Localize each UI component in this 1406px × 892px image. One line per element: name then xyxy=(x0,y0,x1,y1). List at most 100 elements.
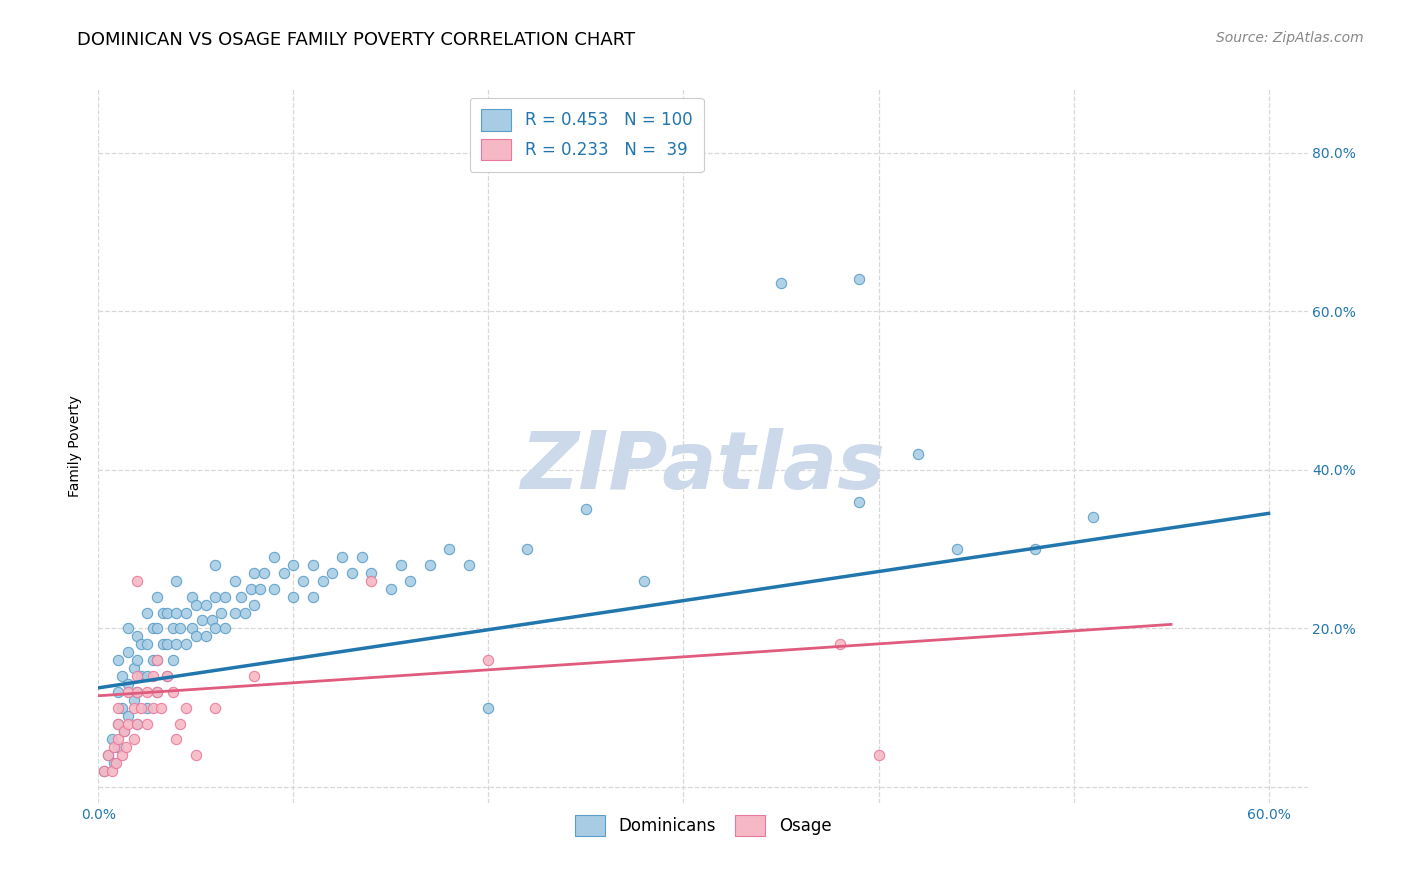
Point xyxy=(312,574,335,588)
Point xyxy=(107,740,129,755)
Point xyxy=(204,558,226,572)
Point xyxy=(330,549,353,564)
Point xyxy=(263,549,285,564)
Point xyxy=(127,685,149,699)
Point xyxy=(107,716,129,731)
Point xyxy=(945,542,967,557)
Point xyxy=(97,748,120,763)
Point xyxy=(117,708,139,723)
Point xyxy=(389,558,412,572)
Point xyxy=(136,685,159,699)
Point xyxy=(146,653,169,667)
Point xyxy=(399,574,422,588)
Point xyxy=(107,716,129,731)
Point xyxy=(191,614,214,628)
Point xyxy=(156,637,179,651)
Point xyxy=(103,740,125,755)
Point xyxy=(156,669,179,683)
Point xyxy=(146,621,169,635)
Point xyxy=(162,621,184,635)
Point xyxy=(122,692,145,706)
Point xyxy=(107,685,129,699)
Point xyxy=(575,502,598,516)
Point xyxy=(769,277,792,291)
Point xyxy=(117,677,139,691)
Point xyxy=(131,669,153,683)
Point xyxy=(229,590,252,604)
Point xyxy=(243,598,266,612)
Point xyxy=(114,740,136,755)
Point xyxy=(142,653,165,667)
Point xyxy=(162,685,184,699)
Point xyxy=(136,606,159,620)
Point xyxy=(136,637,159,651)
Point xyxy=(146,685,169,699)
Point xyxy=(224,574,246,588)
Point xyxy=(169,621,191,635)
Point xyxy=(302,558,325,572)
Point xyxy=(477,653,499,667)
Point xyxy=(174,606,197,620)
Point xyxy=(184,748,207,763)
Point xyxy=(107,653,129,667)
Point xyxy=(283,558,305,572)
Point xyxy=(249,582,271,596)
Point xyxy=(204,590,226,604)
Point xyxy=(142,700,165,714)
Point xyxy=(127,629,149,643)
Point xyxy=(117,716,139,731)
Point xyxy=(146,685,169,699)
Point xyxy=(350,549,373,564)
Point xyxy=(152,606,174,620)
Point xyxy=(214,621,236,635)
Point xyxy=(165,606,187,620)
Point xyxy=(1081,510,1104,524)
Point xyxy=(477,700,499,714)
Point xyxy=(204,621,226,635)
Point xyxy=(340,566,363,580)
Point xyxy=(174,700,197,714)
Point xyxy=(181,590,204,604)
Point xyxy=(243,566,266,580)
Point xyxy=(273,566,295,580)
Point xyxy=(868,748,890,763)
Point xyxy=(181,621,204,635)
Point xyxy=(907,447,929,461)
Point xyxy=(136,669,159,683)
Point xyxy=(439,542,461,557)
Point xyxy=(142,669,165,683)
Legend: Dominicans, Osage: Dominicans, Osage xyxy=(562,803,844,848)
Point xyxy=(103,756,125,771)
Point xyxy=(162,653,184,667)
Point xyxy=(209,606,232,620)
Point xyxy=(156,606,179,620)
Point xyxy=(174,637,197,651)
Point xyxy=(156,669,179,683)
Point xyxy=(848,272,870,286)
Point xyxy=(165,732,187,747)
Point xyxy=(127,669,149,683)
Point xyxy=(165,574,187,588)
Point xyxy=(93,764,115,778)
Point xyxy=(131,700,153,714)
Point xyxy=(263,582,285,596)
Point xyxy=(239,582,262,596)
Point xyxy=(419,558,441,572)
Point xyxy=(243,669,266,683)
Point xyxy=(112,724,135,739)
Point xyxy=(360,566,382,580)
Point xyxy=(200,614,222,628)
Point xyxy=(848,494,870,508)
Point xyxy=(253,566,276,580)
Point xyxy=(93,764,115,778)
Point xyxy=(214,590,236,604)
Point xyxy=(152,637,174,651)
Point xyxy=(107,732,129,747)
Point xyxy=(146,590,169,604)
Point xyxy=(194,598,217,612)
Point xyxy=(122,661,145,675)
Point xyxy=(127,653,149,667)
Point xyxy=(127,716,149,731)
Point xyxy=(136,700,159,714)
Point xyxy=(184,629,207,643)
